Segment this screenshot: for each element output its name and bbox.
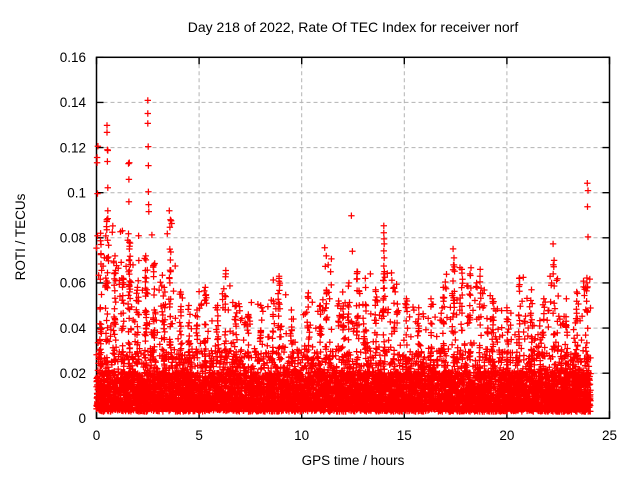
- y-tick-label: 0.02: [60, 366, 86, 381]
- chart-title: Day 218 of 2022, Rate Of TEC Index for r…: [187, 19, 519, 35]
- y-tick-label: 0.08: [60, 231, 86, 246]
- y-tick-label: 0.16: [60, 50, 86, 65]
- x-tick-label: 20: [499, 428, 514, 443]
- y-axis-label: ROTI / TECUs: [13, 193, 28, 281]
- y-tick-label: 0.06: [60, 276, 86, 291]
- x-tick-label: 10: [294, 428, 309, 443]
- x-tick-label: 25: [602, 428, 617, 443]
- y-tick-label: 0.04: [60, 321, 87, 336]
- x-tick-label: 5: [195, 428, 203, 443]
- y-tick-label: 0: [78, 411, 86, 426]
- x-tick-label: 0: [93, 428, 101, 443]
- x-axis-label: GPS time / hours: [301, 453, 405, 468]
- x-tick-label: 15: [397, 428, 412, 443]
- border-rect: [95, 56, 611, 420]
- tick-labels: 0 0.02 0.04 0.06 0.08 0.1 0.12 0.14 0.16 0 5 10 15 20…: [60, 50, 617, 443]
- grid-path: [96, 57, 610, 419]
- data-points: [93, 97, 594, 415]
- y-tick-label: 0.12: [60, 140, 86, 155]
- plot-border: [95, 56, 611, 420]
- grid-lines: [96, 57, 610, 419]
- y-tick-label: 0.1: [67, 185, 86, 200]
- scatter-plus-markers: [93, 97, 594, 415]
- y-tick-label: 0.14: [60, 95, 87, 110]
